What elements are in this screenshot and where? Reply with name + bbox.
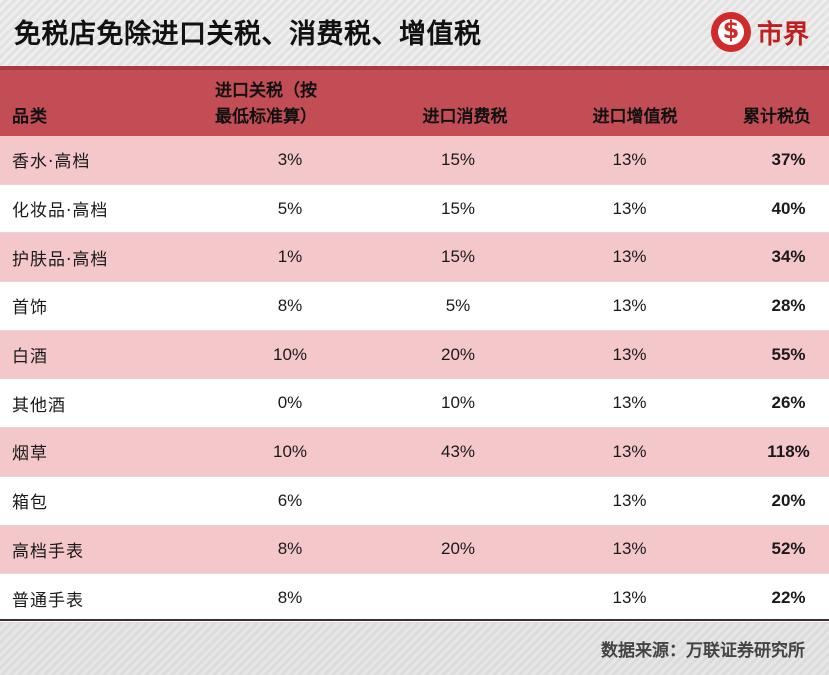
cell-tariff: 8% — [277, 588, 303, 608]
header-category: 品类 — [12, 107, 48, 127]
tax-table: 品类 进口关税（按 最低标准算） 进口消费税 进口增值税 累计税负 香水·高档 3… — [0, 66, 829, 623]
brand-logo-icon — [710, 12, 751, 52]
cell-category: 烟草 — [12, 444, 48, 465]
cell-consumption: 43% — [440, 441, 476, 461]
table-row: 箱包 6% 13% 20% — [0, 476, 829, 526]
cell-tariff: 8% — [277, 539, 303, 559]
header-consumption: 进口消费税 — [422, 107, 508, 127]
header-tariff-line1: 进口关税（按 — [215, 81, 317, 101]
table-row: 香水·高档 3% 15% 13% 37% — [0, 136, 829, 185]
brand: 市界 — [710, 10, 809, 54]
cell-total: 118% — [767, 441, 810, 461]
data-source: 数据来源：万联证券研究所 — [601, 641, 805, 661]
cell-vat: 13% — [612, 588, 647, 608]
cell-consumption: 10% — [440, 393, 476, 413]
cell-total: 37% — [771, 149, 806, 169]
table-row: 护肤品·高档 1% 15% 13% 34% — [0, 233, 829, 283]
page-title: 免税店免除进口关税、消费税、增值税 — [14, 19, 482, 50]
cell-vat: 13% — [612, 539, 647, 559]
cell-total: 26% — [771, 393, 806, 413]
table-header-row: 品类 进口关税（按 最低标准算） 进口消费税 进口增值税 累计税负 — [0, 66, 829, 136]
header-tariff: 进口关税（按 最低标准算） — [175, 70, 375, 136]
cell-total: 20% — [771, 490, 806, 510]
cell-vat: 13% — [612, 198, 647, 218]
cell-consumption: 20% — [440, 344, 476, 364]
cell-vat: 13% — [612, 490, 647, 510]
table-row: 其他酒 0% 10% 13% 26% — [0, 379, 829, 429]
cell-tariff: 3% — [277, 149, 303, 169]
cell-category: 高档手表 — [12, 541, 84, 562]
cell-category: 普通手表 — [12, 590, 84, 611]
table-row: 首饰 8% 5% 13% 28% — [0, 282, 829, 331]
cell-tariff: 6% — [277, 490, 303, 510]
cell-total: 22% — [771, 588, 806, 608]
cell-total: 55% — [771, 344, 806, 364]
header-vat: 进口增值税 — [592, 107, 678, 127]
cell-consumption: 15% — [440, 149, 476, 169]
cell-vat: 13% — [612, 149, 647, 169]
header-tariff-line2: 最低标准算） — [215, 107, 317, 127]
cell-category: 化妆品·高档 — [12, 201, 109, 222]
cell-tariff: 5% — [277, 198, 303, 218]
cell-total: 28% — [771, 295, 806, 315]
cell-tariff: 8% — [277, 295, 303, 315]
cell-tariff: 1% — [277, 247, 303, 267]
cell-consumption: 15% — [440, 247, 476, 267]
cell-category: 箱包 — [12, 493, 48, 514]
cell-tariff: 10% — [272, 344, 308, 364]
cell-category: 首饰 — [12, 298, 48, 319]
page-header: 免税店免除进口关税、消费税、增值税 市界 — [0, 0, 829, 66]
cell-vat: 13% — [612, 247, 647, 267]
brand-name: 市界 — [756, 19, 809, 50]
cell-tariff: 10% — [272, 441, 308, 461]
table-row: 烟草 10% 43% 13% 118% — [0, 428, 829, 477]
cell-consumption: 5% — [445, 295, 471, 315]
cell-total: 52% — [771, 539, 806, 559]
table-row: 高档手表 8% 20% 13% 52% — [0, 525, 829, 575]
cell-vat: 13% — [612, 393, 647, 413]
cell-category: 白酒 — [12, 347, 48, 368]
cell-total: 34% — [771, 247, 806, 267]
cell-vat: 13% — [612, 441, 647, 461]
table-row: 普通手表 8% 13% 22% — [0, 574, 829, 623]
table-body: 香水·高档 3% 15% 13% 37% 化妆品·高档 5% 15% 13% 40% 护肤品·高档 1… — [0, 136, 829, 623]
cell-category: 护肤品·高档 — [12, 249, 109, 270]
cell-total: 40% — [771, 198, 806, 218]
cell-vat: 13% — [612, 344, 647, 364]
header-total: 累计税负 — [743, 107, 811, 127]
cell-category: 香水·高档 — [12, 152, 91, 173]
table-bottom-rule — [0, 619, 829, 621]
cell-tariff: 0% — [277, 393, 303, 413]
cell-vat: 13% — [612, 295, 647, 315]
table-row: 化妆品·高档 5% 15% 13% 40% — [0, 184, 829, 234]
cell-consumption: 15% — [440, 198, 476, 218]
table-row: 白酒 10% 20% 13% 55% — [0, 330, 829, 380]
cell-category: 其他酒 — [12, 395, 66, 416]
cell-consumption: 20% — [440, 539, 476, 559]
